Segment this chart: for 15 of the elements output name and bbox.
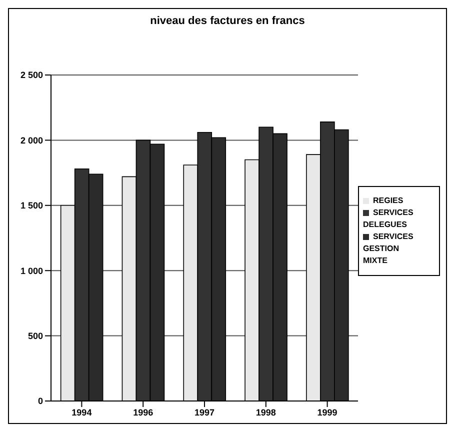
y-tick-label: 2 000 [20, 135, 43, 146]
y-tick-label: 1 500 [20, 200, 43, 211]
x-tick-label: 1998 [256, 407, 276, 418]
legend-label: SERVICES GESTION MIXTE [363, 232, 414, 265]
x-tick-label: 1996 [133, 407, 154, 418]
y-tick-label: 500 [28, 330, 43, 341]
y-tick-label: 0 [38, 396, 43, 406]
x-tick-label: 1999 [317, 407, 338, 418]
legend-label: SERVICES DELEGUES [363, 208, 414, 229]
x-tick-label: 1997 [194, 407, 215, 418]
chart-title: niveau des factures en francs [149, 14, 306, 29]
legend-label: REGIES [373, 196, 404, 205]
x-tick-label: 1994 [72, 407, 92, 418]
y-tick-label: 2 500 [20, 70, 43, 80]
y-tick-label: 1 000 [20, 266, 43, 276]
